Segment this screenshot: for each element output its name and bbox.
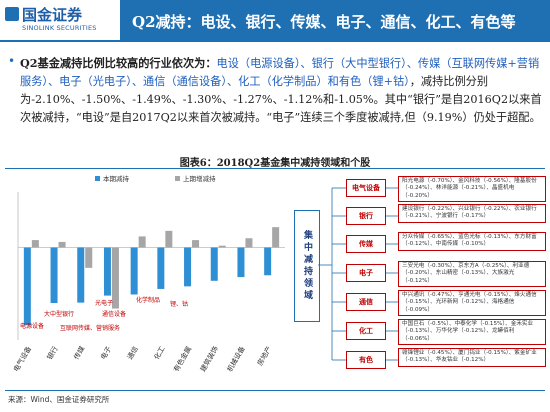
x-tick-label: 建筑装饰 bbox=[198, 345, 220, 374]
x-tick-label: 房地产 bbox=[255, 345, 273, 368]
bar bbox=[210, 247, 218, 281]
category-node: 有色 bbox=[346, 351, 386, 369]
bar bbox=[31, 240, 39, 248]
figure-title: 图表6：2018Q2基金集中减持领域和个股 bbox=[179, 158, 371, 169]
source: 来源：Wind、国金证券研究所 bbox=[8, 395, 110, 404]
center-node: 集中减持领域 bbox=[294, 210, 320, 322]
bar bbox=[85, 247, 93, 268]
bar bbox=[138, 236, 146, 248]
logo-mark bbox=[5, 7, 19, 21]
bar bbox=[58, 241, 66, 248]
bar bbox=[237, 247, 245, 278]
annotation: 电源设备 bbox=[20, 322, 44, 330]
bar bbox=[165, 230, 173, 248]
category-node: 银行 bbox=[346, 207, 386, 225]
annotation: 光电子 bbox=[95, 299, 113, 307]
category-node: 电子 bbox=[346, 264, 386, 282]
legend-swatch bbox=[175, 176, 180, 181]
legend-swatch bbox=[95, 176, 100, 181]
bar bbox=[192, 240, 200, 248]
x-tick-label: 有色金属 bbox=[171, 345, 193, 374]
bar bbox=[157, 247, 165, 289]
bar bbox=[103, 247, 111, 296]
x-tick-label: 电子 bbox=[98, 345, 113, 362]
rule bbox=[5, 168, 545, 169]
stock-list: 阳光电源（-0.70%）、金风科技（-0.56%）、隆基股份（-0.24%）、林… bbox=[398, 176, 546, 203]
stock-list: 赣锋锂业（-0.45%）、厦门钨业（-0.15%）、紫金矿业（-0.13%）、华… bbox=[398, 348, 546, 367]
stock-list: 中国巨石（-0.5%）、中泰化学（-0.15%）、金禾实业（-0.13%）、万华… bbox=[398, 319, 546, 346]
stock-list: 三安光电（-0.30%）、京东方A（-0.25%）、利亚德（-0.20%）、东山… bbox=[398, 261, 546, 288]
x-tick-label: 电气设备 bbox=[11, 345, 33, 374]
annotation: 化学制品 bbox=[136, 296, 160, 304]
bar bbox=[245, 238, 253, 248]
legend-label: 本期减持 bbox=[103, 174, 130, 183]
bar bbox=[111, 247, 119, 309]
bar bbox=[77, 247, 85, 303]
rule bbox=[5, 390, 545, 391]
logo: 国金证券 SINOLINK SECURITIES bbox=[0, 0, 120, 42]
annotation: 通信设备 bbox=[102, 310, 126, 318]
x-tick-label: 通信 bbox=[125, 345, 140, 362]
stock-list: 中兴通讯（-0.47%）、亨通光电（-0.15%）、烽火通信（-0.15%）、光… bbox=[398, 290, 546, 317]
x-tick-label: 传媒 bbox=[72, 345, 87, 362]
legend-label: 上期增减持 bbox=[183, 174, 216, 183]
bar bbox=[50, 247, 58, 303]
annotation: 互联网传媒、营销服务 bbox=[60, 324, 120, 332]
x-tick-label: 化工 bbox=[152, 345, 167, 362]
logo-text: 国金证券 bbox=[22, 6, 83, 24]
category-node: 传媒 bbox=[346, 235, 386, 253]
bar bbox=[272, 227, 280, 248]
annotation: 大中型银行 bbox=[44, 310, 74, 318]
stock-list: 分众传媒（-0.65%）、蓝色光标（-0.13%）、东方财富（-0.12%）、中… bbox=[398, 232, 546, 251]
category-node: 电气设备 bbox=[346, 179, 386, 197]
annotation: 锂、钴 bbox=[170, 300, 188, 308]
stock-list: 建设银行（-0.22%）、兴业银行（-0.22%）、农业银行（-0.21%）、宁… bbox=[398, 204, 546, 223]
paragraph: Q2基金减持比例比较高的行业依次为：电设（电源设备）、银行（大中型银行）、传媒（… bbox=[20, 54, 542, 127]
paragraph-highlight: 电设（电源设备）、银行（大中型银行）、传媒（互联网传媒+营销服务）、电子（光电子… bbox=[20, 57, 540, 88]
category-node: 通信 bbox=[346, 293, 386, 311]
paragraph-body: ，减持比例分别为-2.10%、-1.50%、-1.49%、-1.30%、-1.2… bbox=[20, 75, 542, 124]
x-tick-label: 机械设备 bbox=[225, 345, 247, 374]
slide-title: Q2减持：电设、银行、传媒、电子、通信、化工、有色等 bbox=[132, 13, 516, 31]
title-bar bbox=[120, 0, 550, 42]
paragraph-lead: Q2基金减持比例比较高的行业依次为： bbox=[20, 56, 217, 70]
bar bbox=[130, 247, 138, 295]
bar bbox=[264, 247, 272, 276]
x-tick-label: 银行 bbox=[45, 345, 60, 362]
bullet: • bbox=[8, 54, 16, 68]
bar bbox=[218, 245, 226, 248]
logo-subtext: SINOLINK SECURITIES bbox=[22, 24, 97, 32]
bar bbox=[23, 247, 31, 326]
category-node: 化工 bbox=[346, 322, 386, 340]
bar bbox=[184, 247, 192, 287]
